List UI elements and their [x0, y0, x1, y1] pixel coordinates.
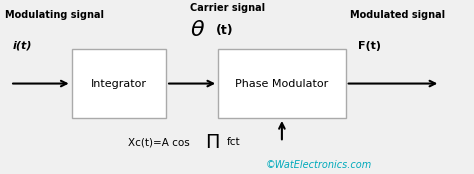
Text: F(t): F(t) — [357, 41, 381, 51]
Text: fct: fct — [227, 137, 240, 147]
Text: i(t): i(t) — [12, 41, 32, 51]
Text: Integrator: Integrator — [91, 78, 147, 89]
Text: Xc(t)=A cos: Xc(t)=A cos — [128, 137, 193, 147]
Text: Modulating signal: Modulating signal — [5, 10, 104, 19]
FancyBboxPatch shape — [218, 49, 346, 118]
Text: $\Pi$: $\Pi$ — [205, 133, 220, 152]
Text: Phase Modulator: Phase Modulator — [235, 78, 328, 89]
FancyBboxPatch shape — [72, 49, 166, 118]
Text: $\theta$: $\theta$ — [190, 20, 205, 40]
Text: (t): (t) — [216, 23, 233, 37]
Text: Carrier signal: Carrier signal — [190, 3, 265, 13]
Text: ©WatElectronics.com: ©WatElectronics.com — [265, 160, 372, 170]
Text: Modulated signal: Modulated signal — [350, 10, 446, 19]
